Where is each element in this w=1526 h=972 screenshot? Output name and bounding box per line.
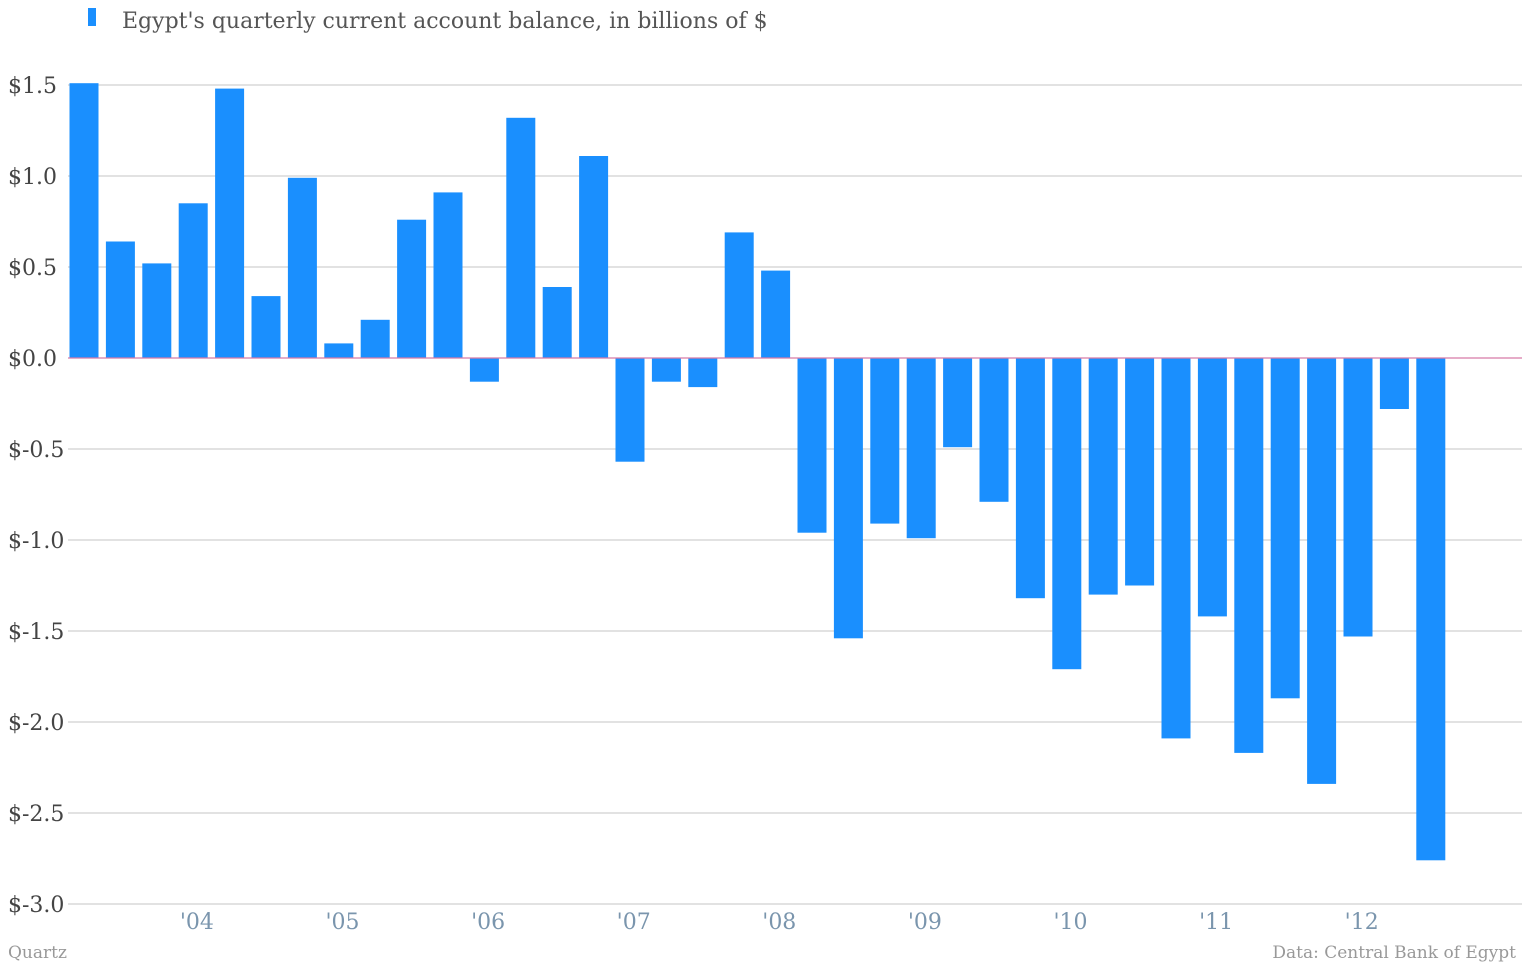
- bar: [178, 203, 208, 358]
- bar: [1197, 358, 1227, 617]
- y-tick-label: $0.5: [8, 256, 57, 281]
- y-tick-label: $-1.5: [8, 620, 64, 645]
- bar: [1088, 358, 1118, 595]
- y-tick-label: $-3.0: [8, 893, 64, 918]
- bar: [797, 358, 827, 533]
- x-tick-label: '09: [908, 910, 942, 935]
- x-tick-label: '07: [617, 910, 651, 935]
- bar: [1052, 358, 1082, 670]
- bar: [287, 177, 317, 358]
- legend-label: Egypt's quarterly current account balanc…: [122, 9, 768, 34]
- footer-source: Data: Central Bank of Egypt: [1272, 943, 1516, 963]
- bar: [1379, 358, 1409, 409]
- bar: [688, 358, 718, 388]
- bar: [69, 83, 99, 358]
- y-tick-label: $-2.5: [8, 802, 64, 827]
- y-tick-label: $1.5: [8, 74, 57, 99]
- bar: [397, 219, 427, 358]
- x-tick-label: '12: [1345, 910, 1379, 935]
- bar: [1125, 358, 1155, 586]
- bar: [761, 270, 791, 358]
- bar: [1270, 358, 1300, 699]
- bar: [1161, 358, 1191, 739]
- bar: [1307, 358, 1337, 784]
- bar: [833, 358, 863, 639]
- bar: [615, 358, 645, 462]
- bar: [1234, 358, 1264, 753]
- bar: [979, 358, 1009, 502]
- bar: [360, 319, 390, 358]
- bar: [724, 232, 754, 358]
- bar: [324, 343, 354, 358]
- x-tick-label: '05: [325, 910, 359, 935]
- x-tick-label: '04: [180, 910, 214, 935]
- x-tick-label: '08: [762, 910, 796, 935]
- bar: [906, 358, 936, 539]
- footer-credit: Quartz: [8, 943, 67, 963]
- bar: [215, 88, 245, 358]
- y-axis-labels: $1.5 $1.0 $0.5 $0.0 $-0.5 $-1.0 $-1.5 $-2.0 $-2.…: [8, 74, 64, 918]
- bar: [579, 156, 609, 358]
- bar: [870, 358, 900, 524]
- y-tick-label: $-2.0: [8, 711, 64, 736]
- bar: [1416, 358, 1446, 861]
- y-tick-label: $0.0: [8, 347, 57, 372]
- x-tick-label: '10: [1053, 910, 1087, 935]
- x-tick-label: '11: [1199, 910, 1233, 935]
- legend-swatch: [88, 8, 96, 26]
- bar: [251, 296, 281, 358]
- y-tick-label: $-1.0: [8, 529, 64, 554]
- bar: [1343, 358, 1373, 637]
- bar: [433, 192, 463, 358]
- bar: [943, 358, 973, 448]
- bar: [142, 263, 172, 358]
- bar: [542, 287, 572, 358]
- grid-lines: [68, 84, 1522, 905]
- bars: [69, 83, 1446, 861]
- bar: [105, 241, 135, 358]
- bar: [506, 117, 536, 358]
- bar: [1015, 358, 1045, 599]
- x-axis-labels: '04 '05 '06 '07 '08 '09 '10 '11 '12: [180, 910, 1379, 935]
- y-tick-label: $-0.5: [8, 438, 64, 463]
- bar: [651, 358, 681, 382]
- bar: [469, 358, 499, 382]
- y-tick-label: $1.0: [8, 165, 57, 190]
- x-tick-label: '06: [471, 910, 505, 935]
